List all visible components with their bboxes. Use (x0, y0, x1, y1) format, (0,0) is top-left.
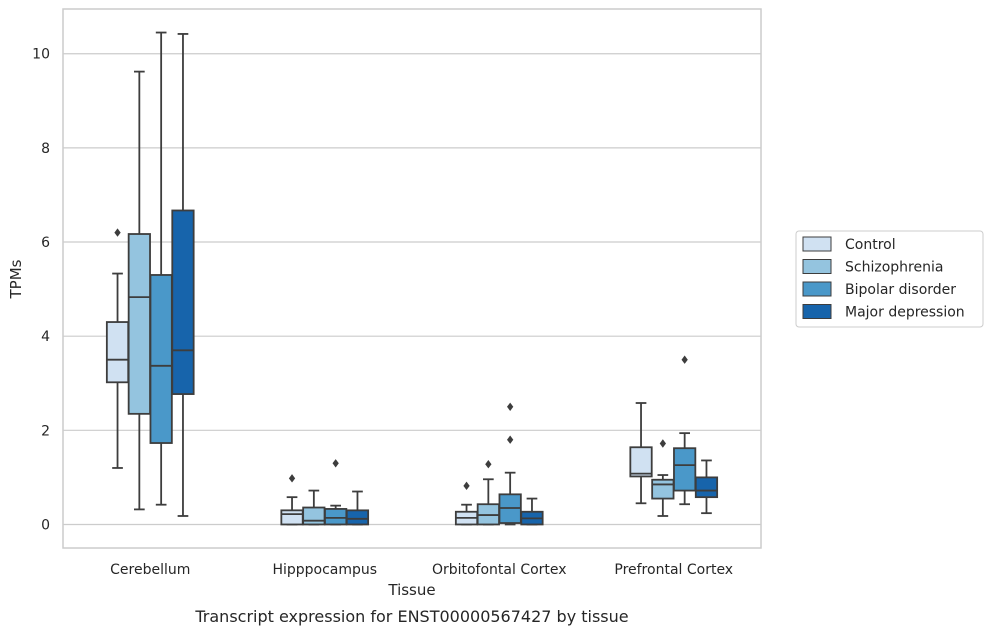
legend-frame (795, 230, 984, 328)
y-tick-labels: 0 2 4 6 8 10 (32, 47, 50, 534)
box-group (629, 402, 653, 505)
legend: Control Schizophrenia Bipolar disorder Majo… (795, 230, 984, 328)
legend-label: Bipolar disorder (845, 282, 956, 298)
legend-label: Schizophrenia (845, 260, 943, 276)
legend-label: Major depression (845, 305, 965, 321)
y-tick-label: 0 (41, 517, 50, 533)
box-group (171, 33, 195, 517)
legend-swatch (802, 259, 832, 274)
outlier-point (507, 402, 514, 411)
legend-swatch (802, 304, 832, 319)
outlier-point (485, 460, 492, 469)
outlier-point (681, 355, 688, 364)
outlier-point (288, 474, 296, 483)
plot-frame (62, 8, 762, 549)
legend-swatch (802, 281, 832, 297)
x-tick-labels: Cerebellum Hipppocampus Orbitofontal Corte… (110, 562, 733, 578)
box (673, 447, 697, 492)
y-tick-label: 10 (32, 47, 50, 63)
legend-label: Control (845, 237, 896, 253)
box (629, 446, 653, 478)
outlier-point (332, 459, 339, 468)
box-series-group (105, 31, 719, 526)
y-tick-label: 6 (41, 235, 50, 251)
box-group (280, 474, 304, 526)
box-group (651, 439, 675, 517)
outlier-point (114, 228, 121, 237)
box (105, 321, 130, 384)
outlier-point (507, 435, 514, 444)
box-group (498, 402, 522, 526)
box-group (694, 459, 719, 515)
box-group (476, 460, 500, 526)
x-tick-label: Cerebellum (110, 562, 190, 578)
x-tick-label: Hipppocampus (272, 562, 377, 578)
box (694, 476, 719, 499)
box (149, 274, 173, 444)
x-tick-label: Orbitofontal Cortex (432, 562, 567, 578)
box (127, 233, 151, 415)
box-group (673, 355, 697, 506)
box-group (520, 497, 544, 526)
box-group (105, 228, 130, 469)
box-group (149, 31, 173, 506)
y-tick-label: 2 (41, 423, 50, 439)
x-axis-title: Tissue (387, 581, 435, 599)
outlier-point (659, 439, 666, 448)
y-tick-label: 8 (41, 141, 50, 157)
box (280, 509, 304, 526)
y-axis-title: TPMs (7, 259, 25, 299)
box-group (454, 481, 479, 526)
box (651, 478, 675, 500)
chart-caption: Transcript expression for ENST0000056742… (194, 607, 628, 626)
box (345, 509, 370, 526)
box-group (345, 490, 370, 526)
y-tick-label: 4 (41, 329, 50, 345)
legend-swatch (802, 236, 832, 252)
box-group (324, 459, 348, 526)
box (171, 209, 195, 395)
box (302, 506, 326, 526)
box-group (302, 489, 326, 526)
x-tick-label: Prefrontal Cortex (614, 562, 733, 578)
box (324, 508, 348, 526)
outlier-point (463, 481, 470, 491)
